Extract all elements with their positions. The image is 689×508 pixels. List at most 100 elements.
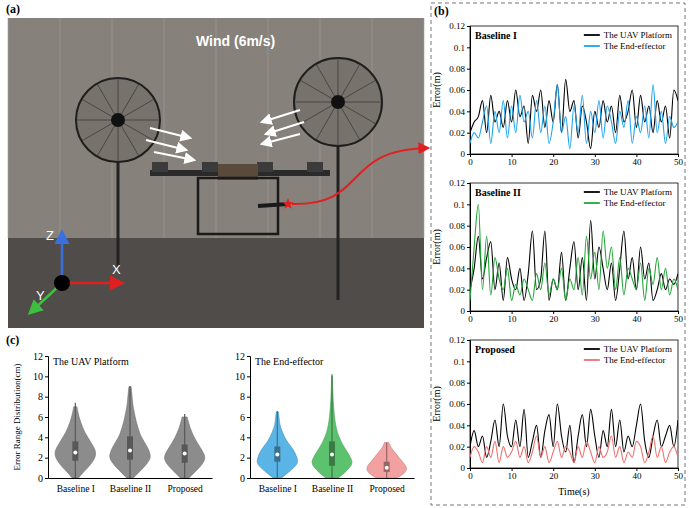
- tick: 0.06: [449, 242, 470, 252]
- tick: 40: [632, 311, 642, 324]
- wind-arrow: [266, 122, 304, 134]
- tick-label: 50: [674, 471, 684, 481]
- tick: 0: [461, 306, 471, 316]
- axis-line: [467, 184, 471, 312]
- median: [73, 451, 77, 455]
- tick-mark: [45, 417, 48, 418]
- axis: 00.020.040.060.080.10.12: [449, 178, 470, 316]
- axis-label-z: Z: [46, 228, 54, 243]
- tick-label: 2: [38, 452, 43, 463]
- tick: 0.1: [454, 357, 470, 367]
- legend-label: The UAV Platform: [604, 30, 672, 40]
- tick-label: 0.08: [449, 378, 465, 388]
- chart-title: Baseline I: [475, 30, 517, 41]
- tick-label: 0.04: [449, 421, 465, 431]
- tick-label: 10: [508, 471, 518, 481]
- tick-label: 0.06: [449, 85, 465, 95]
- tick-mark: [467, 183, 470, 184]
- net-line: [424, 18, 425, 238]
- chart-title: The End-effector: [255, 356, 324, 367]
- tick-label: 0.04: [449, 264, 465, 274]
- tick-label: 40: [632, 471, 642, 481]
- legend: The UAV PlatformThe End-effector: [581, 28, 675, 53]
- tick: 50: [674, 311, 684, 324]
- tick-label: 0.1: [454, 43, 465, 53]
- wind-arrow: [150, 128, 190, 138]
- axis-line: [471, 155, 679, 158]
- axis-title: Error(m): [431, 72, 443, 108]
- tick-label: 6: [240, 412, 245, 423]
- drone-motor: [257, 162, 273, 172]
- median: [275, 453, 279, 457]
- tick-mark: [467, 468, 470, 469]
- tick: 0.12: [449, 335, 470, 345]
- net-line: [60, 18, 61, 238]
- whisker: [75, 403, 76, 478]
- tick: 20: [549, 468, 559, 481]
- tick: 8: [240, 391, 250, 402]
- tick-label: Baseline II: [110, 484, 151, 494]
- tick: 6: [38, 412, 48, 423]
- tick-label: 30: [591, 157, 601, 167]
- tick-label: 40: [632, 157, 642, 167]
- legend-item: The End-effector: [584, 198, 666, 208]
- line-chart: 0102030405000.020.040.060.080.10.12Error…: [431, 335, 684, 498]
- tick-mark: [247, 458, 250, 459]
- tick-label: 0.08: [449, 64, 465, 74]
- tick-label: 30: [591, 471, 601, 481]
- tick-label: 0.08: [449, 221, 465, 231]
- tick-label: 12: [33, 351, 43, 362]
- tick: 20: [549, 154, 559, 167]
- chart-title: Baseline II: [475, 187, 521, 198]
- wind-arrow: [154, 152, 194, 160]
- tick: Baseline I: [57, 484, 95, 494]
- tick: 0: [38, 473, 48, 484]
- tick-label: 0.12: [449, 178, 465, 188]
- axis: 01020304050: [468, 468, 683, 481]
- tick: 0.06: [449, 85, 470, 95]
- legend-label: The UAV Platform: [604, 187, 672, 197]
- tick: 0: [461, 149, 471, 159]
- figure: (a)(b)(c)Wind (6m/s)ZXY0102030405000.020…: [0, 0, 689, 508]
- tick-label: Baseline I: [259, 484, 297, 494]
- tick-label: Proposed: [369, 484, 405, 494]
- tick-mark: [45, 478, 48, 479]
- tick-label: 20: [549, 471, 559, 481]
- tick-label: 0.02: [449, 128, 465, 138]
- net-line: [164, 18, 165, 238]
- legend-swatch: [584, 202, 600, 204]
- tick-mark: [467, 383, 470, 384]
- tick-label: 30: [591, 314, 601, 324]
- tick-label: 40: [632, 314, 642, 324]
- legend: The UAV PlatformThe End-effector: [581, 185, 675, 210]
- tick-label: 4: [38, 432, 43, 443]
- fan-guard: [294, 58, 382, 146]
- chart-title: Proposed: [475, 344, 515, 355]
- tick-label: 8: [38, 391, 43, 402]
- tick: Proposed: [369, 484, 405, 494]
- tick-mark: [247, 417, 250, 418]
- tick-mark: [45, 437, 48, 438]
- tick-label: 0.04: [449, 107, 465, 117]
- link-arrow: [292, 148, 428, 204]
- series-line: [470, 79, 678, 148]
- axis: 01020304050: [468, 154, 683, 167]
- tick: 0.12: [449, 178, 470, 188]
- plot-frame: [470, 183, 678, 311]
- axis: 024681012: [235, 351, 251, 484]
- tick: 10: [508, 468, 518, 481]
- tick: 0.08: [449, 64, 470, 74]
- axis: Baseline IBaseline IIProposed: [49, 479, 213, 494]
- tick: 6: [240, 412, 250, 423]
- tick-mark: [247, 397, 250, 398]
- tick-mark: [467, 290, 470, 291]
- tick-label: 0.02: [449, 442, 465, 452]
- tick-label: 10: [235, 371, 245, 382]
- axis-arrow-x: [62, 282, 122, 285]
- tick: 10: [235, 371, 250, 382]
- tick-mark: [45, 376, 48, 377]
- tick-label: 0: [468, 314, 473, 324]
- tick: 0.06: [449, 399, 470, 409]
- legend: The UAV PlatformThe End-effector: [581, 342, 675, 367]
- tick-mark: [247, 376, 250, 377]
